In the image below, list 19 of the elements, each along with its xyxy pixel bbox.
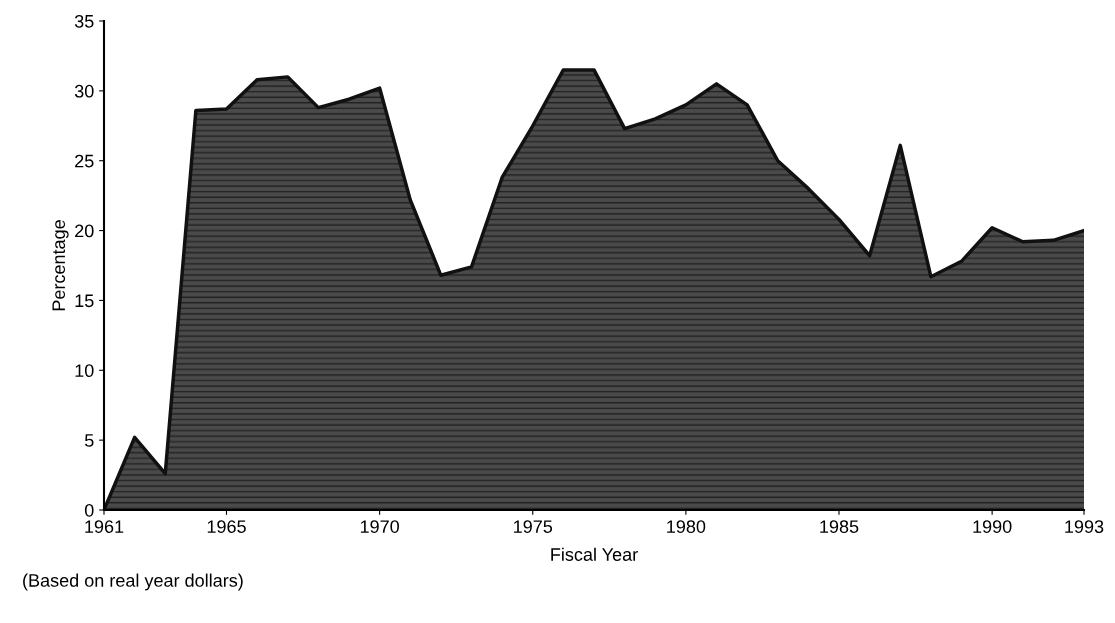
x-tick-label: 1990 <box>973 520 1012 533</box>
x-tick-label: 1993 <box>1065 520 1104 533</box>
x-axis-title: Fiscal Year <box>551 547 638 561</box>
y-tick-label: 35 <box>74 14 94 28</box>
text: (Based on real year dollars) <box>23 573 243 591</box>
y-tick-label: 15 <box>75 294 94 308</box>
y-tick-label: 30 <box>74 84 94 98</box>
x-tick-label: 1970 <box>360 520 399 533</box>
x-tick-label: 1985 <box>820 520 859 533</box>
y-axis-title: Percentage <box>52 220 69 311</box>
x-tick-label: 1975 <box>514 520 553 533</box>
y-tick-label: 0 <box>84 503 94 517</box>
y-tick-label: 25 <box>75 154 94 168</box>
x-tick-label: 1961 <box>85 520 124 533</box>
y-tick-label: 5 <box>84 434 94 447</box>
x-tick-label: 1980 <box>667 520 706 533</box>
y-tick-label: 10 <box>75 364 94 378</box>
x-tick-label: 1965 <box>207 520 246 533</box>
y-tick-label: 20 <box>75 224 94 238</box>
